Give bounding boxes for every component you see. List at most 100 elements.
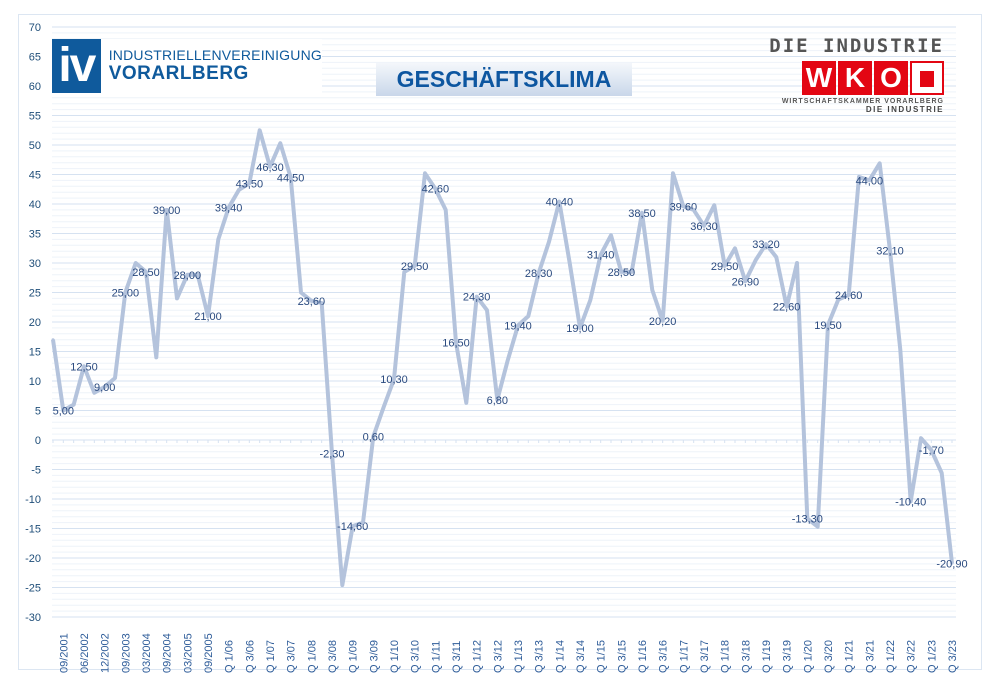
data-point <box>743 279 747 283</box>
x-tick-label: Q 1/16 <box>637 640 649 673</box>
data-point <box>351 524 355 528</box>
x-tick-label: 09/2004 <box>162 633 174 673</box>
data-point <box>671 171 675 175</box>
x-tick-label: Q 3/11 <box>451 641 463 673</box>
data-label: 39,60 <box>670 201 698 213</box>
data-point <box>113 376 117 380</box>
data-point <box>867 178 871 182</box>
chart-frame <box>18 14 982 670</box>
data-point <box>774 255 778 259</box>
data-label: 29,50 <box>401 261 429 273</box>
x-tick-label: Q 3/14 <box>575 640 587 673</box>
data-label: -14,60 <box>337 521 368 533</box>
data-label: 39,00 <box>153 205 181 217</box>
data-label: 19,00 <box>566 323 594 335</box>
data-point <box>795 261 799 265</box>
data-label: 24,60 <box>835 290 863 302</box>
y-tick-label: -30 <box>25 612 41 624</box>
y-tick-label: -25 <box>25 583 41 595</box>
x-tick-label: Q 1/06 <box>224 640 236 673</box>
data-point <box>816 525 820 529</box>
data-point <box>72 403 76 407</box>
data-label: 21,00 <box>194 311 222 323</box>
y-tick-label: 25 <box>29 288 41 300</box>
y-tick-label: 55 <box>29 111 41 123</box>
data-point <box>940 471 944 475</box>
y-tick-label: 40 <box>29 199 41 211</box>
data-point <box>733 246 737 250</box>
wko-letter-k: K <box>838 61 872 95</box>
data-point <box>640 211 644 215</box>
data-point <box>537 271 541 275</box>
data-label: 9,00 <box>94 382 115 394</box>
x-tick-label: Q 1/08 <box>306 640 318 673</box>
data-label: 26,90 <box>732 276 760 288</box>
x-tick-label: Q 3/20 <box>823 640 835 673</box>
x-tick-label: Q 1/12 <box>472 640 484 673</box>
data-point <box>878 161 882 165</box>
vorarlberg-crest-icon <box>910 61 944 95</box>
data-point <box>909 499 913 503</box>
data-point <box>898 348 902 352</box>
data-label: 29,50 <box>711 261 739 273</box>
data-point <box>681 204 685 208</box>
x-tick-label: Q 3/10 <box>410 640 422 673</box>
data-label: 28,50 <box>608 267 636 279</box>
y-tick-label: 35 <box>29 229 41 241</box>
iv-logo-line1: INDUSTRIELLENVEREINIGUNG <box>108 47 322 63</box>
data-point <box>82 364 86 368</box>
x-tick-label: Q 3/06 <box>244 640 256 673</box>
data-label: 31,40 <box>587 250 615 262</box>
x-tick-label: 09/2001 <box>58 633 70 673</box>
data-point <box>950 561 954 565</box>
data-point <box>340 583 344 587</box>
series-line <box>51 128 954 588</box>
iv-logo-line2: VORARLBERG <box>108 63 249 84</box>
data-label: 25,00 <box>112 288 140 300</box>
data-point <box>495 398 499 402</box>
data-label: 19,50 <box>814 320 842 332</box>
data-label: -10,40 <box>895 496 926 508</box>
data-label: 28,30 <box>525 268 553 280</box>
data-point <box>454 341 458 345</box>
data-point <box>51 338 55 342</box>
data-point <box>578 326 582 330</box>
x-tick-label: 12/2002 <box>100 633 112 673</box>
data-point <box>402 270 406 274</box>
data-point <box>692 208 696 212</box>
data-label: 42,60 <box>422 184 450 196</box>
x-tick-label: Q 1/15 <box>596 640 608 673</box>
data-label: 44,00 <box>856 175 884 187</box>
data-point <box>61 409 65 412</box>
x-tick-label: Q 1/18 <box>720 640 732 673</box>
wko-logo-sub2: DIE INDUSTRIE <box>865 105 944 114</box>
data-point <box>185 273 189 277</box>
y-tick-label: 20 <box>29 317 41 329</box>
data-point <box>723 264 727 268</box>
iv-logo-mark: iv <box>52 39 101 93</box>
x-tick-label: Q 3/17 <box>699 640 711 673</box>
data-point <box>650 288 654 292</box>
data-point <box>268 165 272 169</box>
data-label: 28,00 <box>174 270 202 282</box>
data-point <box>588 298 592 302</box>
x-tick-label: Q 3/07 <box>286 640 298 673</box>
x-tick-label: Q 3/23 <box>947 640 959 673</box>
y-tick-label: -10 <box>25 494 41 506</box>
data-point <box>609 233 613 237</box>
y-tick-label: 50 <box>29 140 41 152</box>
data-point <box>278 141 282 145</box>
data-point <box>289 175 293 179</box>
y-tick-label: 5 <box>35 406 41 418</box>
data-point <box>103 385 107 389</box>
data-point <box>630 270 634 274</box>
y-tick-label: -20 <box>25 553 41 565</box>
data-point <box>382 405 386 409</box>
data-point <box>826 323 830 327</box>
data-point <box>237 188 241 192</box>
x-tick-label: Q 1/23 <box>926 640 938 673</box>
data-point <box>196 273 200 277</box>
data-point <box>154 355 158 359</box>
x-tick-label: Q 3/22 <box>906 640 918 673</box>
